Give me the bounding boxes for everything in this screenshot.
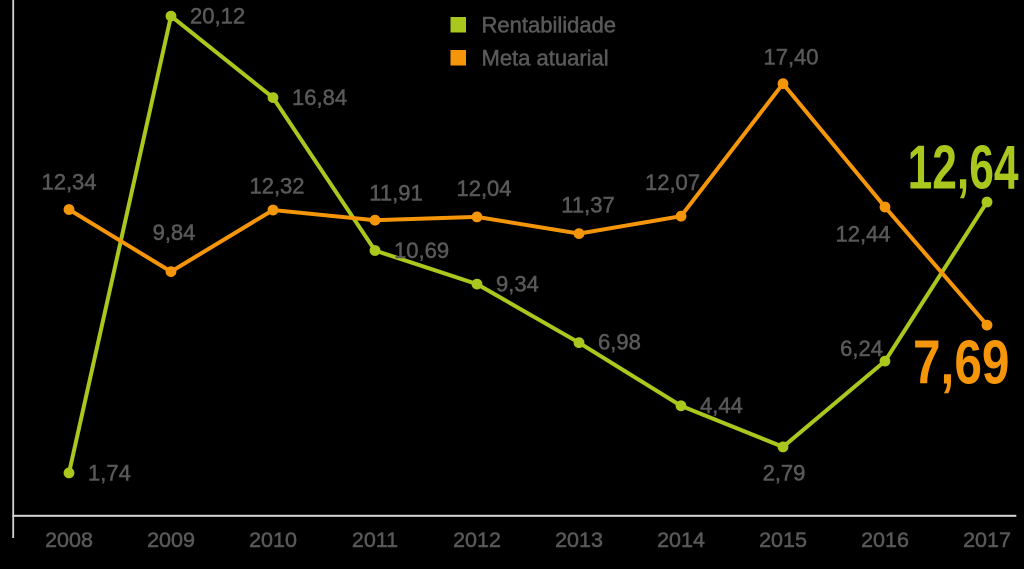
svg-text:Meta atuarial: Meta atuarial	[482, 45, 609, 70]
svg-text:4,44: 4,44	[700, 393, 743, 418]
svg-text:2016: 2016	[861, 528, 909, 552]
svg-text:6,24: 6,24	[840, 336, 883, 361]
svg-text:2011: 2011	[352, 528, 398, 552]
svg-text:12,44: 12,44	[835, 222, 890, 247]
svg-text:12,04: 12,04	[456, 176, 511, 201]
svg-text:Rentabilidade: Rentabilidade	[482, 13, 617, 38]
svg-text:11,91: 11,91	[369, 180, 422, 205]
svg-text:7,69: 7,69	[913, 327, 1010, 397]
svg-text:12,34: 12,34	[41, 170, 96, 195]
svg-text:2013: 2013	[555, 528, 603, 552]
svg-text:2010: 2010	[249, 528, 297, 552]
svg-text:10,69: 10,69	[394, 238, 449, 263]
svg-text:12,32: 12,32	[249, 174, 304, 199]
svg-text:1,74: 1,74	[88, 460, 131, 485]
svg-text:2,79: 2,79	[763, 461, 806, 486]
svg-text:9,34: 9,34	[496, 271, 539, 296]
svg-text:20,12: 20,12	[190, 3, 245, 28]
svg-text:12,64: 12,64	[908, 133, 1019, 202]
svg-text:11,37: 11,37	[561, 193, 614, 218]
svg-text:2009: 2009	[147, 528, 195, 552]
svg-text:17,40: 17,40	[763, 45, 818, 70]
svg-text:2008: 2008	[45, 528, 93, 552]
svg-text:2015: 2015	[759, 528, 807, 552]
svg-text:6,98: 6,98	[598, 330, 641, 355]
svg-text:12,07: 12,07	[645, 170, 700, 195]
svg-text:16,84: 16,84	[292, 85, 347, 110]
svg-text:2012: 2012	[453, 528, 501, 552]
svg-text:9,84: 9,84	[153, 220, 196, 245]
svg-text:2017: 2017	[963, 528, 1011, 552]
svg-text:2014: 2014	[657, 528, 705, 552]
